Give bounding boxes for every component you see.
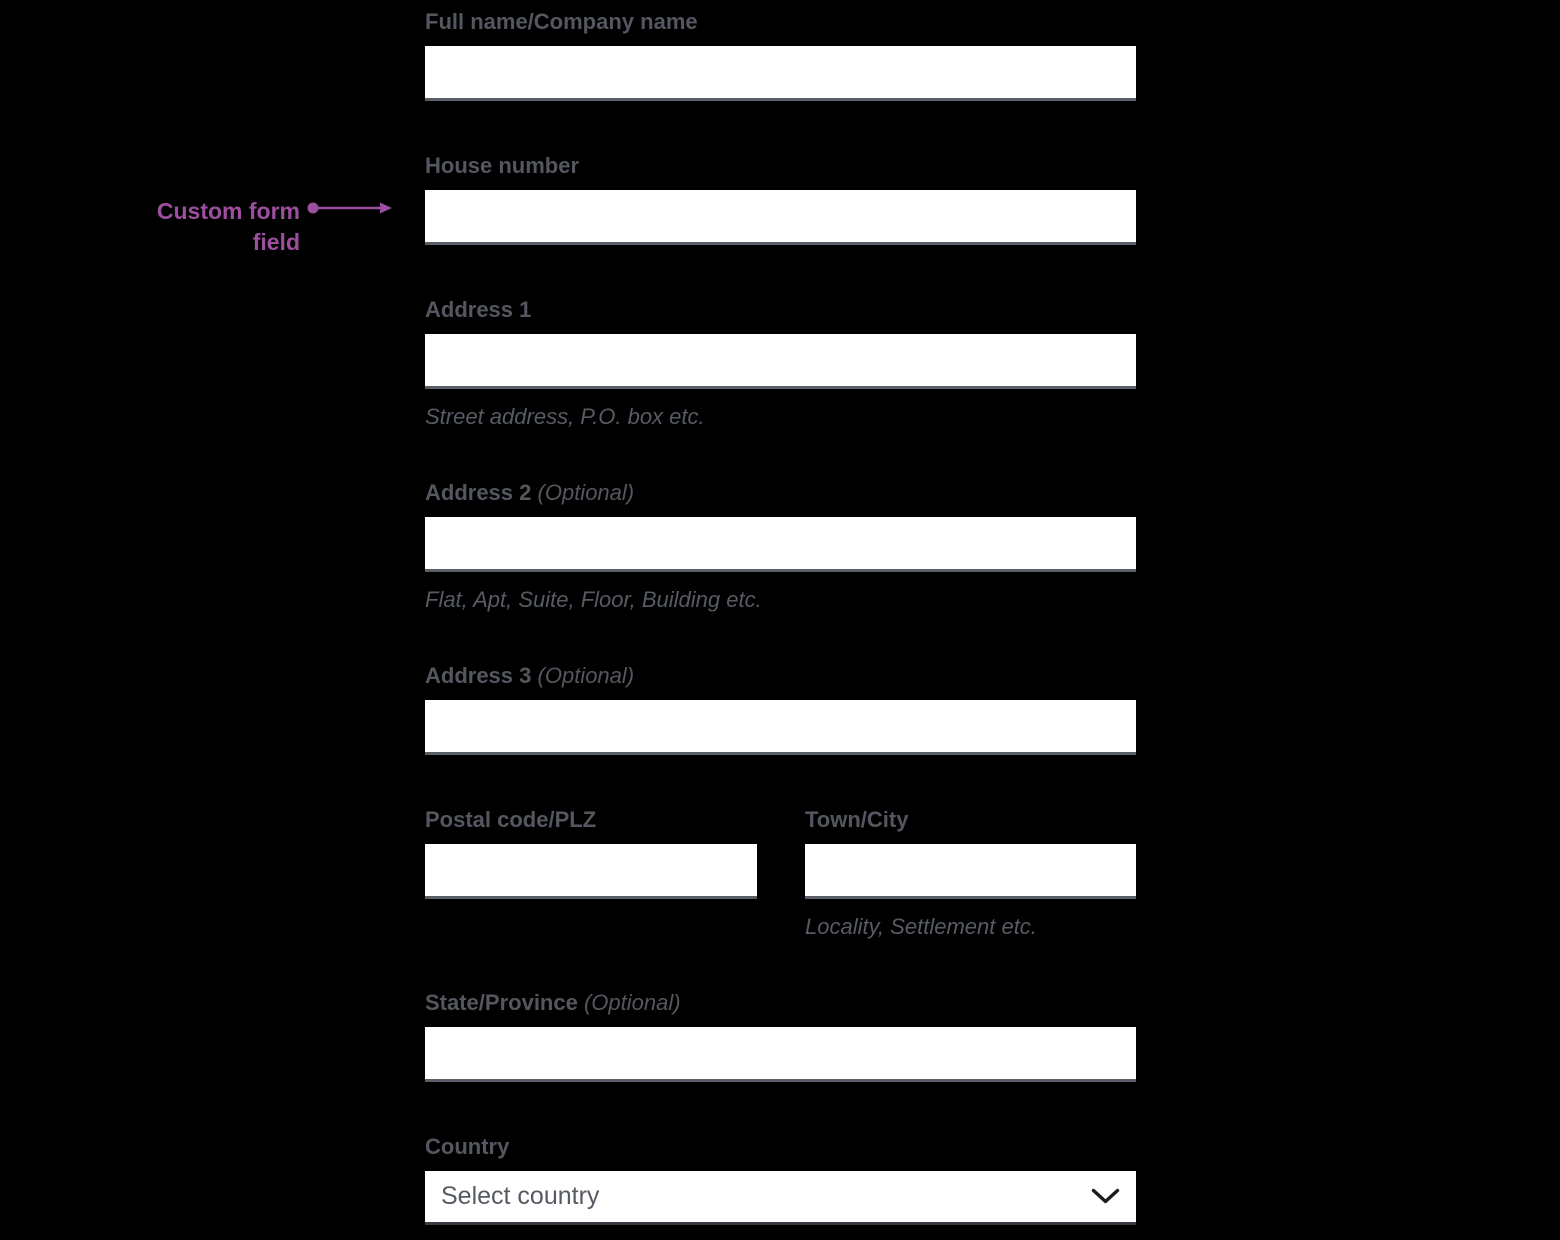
country-label: Country: [425, 1134, 510, 1159]
address-3-label: Address 3 (Optional): [425, 664, 1136, 687]
field-row-postal-town: Postal code/PLZ Town/City Locality, Sett…: [425, 808, 1136, 938]
address-1-input[interactable]: [425, 334, 1136, 389]
field-address-3: Address 3 (Optional): [425, 664, 1136, 755]
address-3-label-text: Address 3: [425, 663, 532, 688]
full-name-input[interactable]: [425, 46, 1136, 101]
address-3-input[interactable]: [425, 700, 1136, 755]
full-name-label: Full name/Company name: [425, 9, 698, 34]
postal-code-input[interactable]: [425, 844, 757, 899]
state-province-optional-text: (Optional): [583, 990, 681, 1015]
address-2-hint: Flat, Apt, Suite, Floor, Building etc.: [425, 587, 762, 612]
town-city-label: Town/City: [805, 807, 909, 832]
annotation-line-2: field: [252, 229, 300, 255]
town-city-hint: Locality, Settlement etc.: [805, 914, 1037, 939]
address-2-optional-text: (Optional): [537, 480, 635, 505]
address-2-label-text: Address 2: [425, 480, 532, 505]
field-full-name: Full name/Company name: [425, 10, 1136, 101]
postal-code-label: Postal code/PLZ: [425, 807, 597, 832]
field-house-number: House number: [425, 154, 1136, 245]
state-province-input[interactable]: [425, 1027, 1136, 1082]
field-country: Country Select country: [425, 1135, 1136, 1225]
town-city-input[interactable]: [805, 844, 1136, 899]
house-number-input[interactable]: [425, 190, 1136, 245]
address-1-hint: Street address, P.O. box etc.: [425, 404, 705, 429]
field-postal-code: Postal code/PLZ: [425, 808, 757, 938]
field-address-1: Address 1 Street address, P.O. box etc.: [425, 298, 1136, 428]
chevron-down-icon: [1091, 1188, 1120, 1204]
annotation-arrow-icon: [307, 202, 392, 214]
house-number-label: House number: [425, 153, 580, 178]
address-1-label: Address 1: [425, 297, 532, 322]
address-2-label: Address 2 (Optional): [425, 481, 1136, 504]
address-2-input[interactable]: [425, 517, 1136, 572]
field-state-province: State/Province (Optional): [425, 991, 1136, 1082]
country-select[interactable]: Select country: [425, 1171, 1136, 1225]
field-town-city: Town/City Locality, Settlement etc.: [805, 808, 1136, 938]
state-province-label-text: State/Province: [425, 990, 578, 1015]
address-form: Full name/Company name House number Addr…: [425, 10, 1136, 1240]
country-select-placeholder: Select country: [441, 1182, 600, 1210]
annotation-line-1: Custom form: [156, 198, 300, 224]
state-province-label: State/Province (Optional): [425, 991, 1136, 1014]
field-address-2: Address 2 (Optional) Flat, Apt, Suite, F…: [425, 481, 1136, 611]
address-3-optional-text: (Optional): [537, 663, 635, 688]
annotation-custom-form-field: Custom form field: [100, 196, 300, 258]
